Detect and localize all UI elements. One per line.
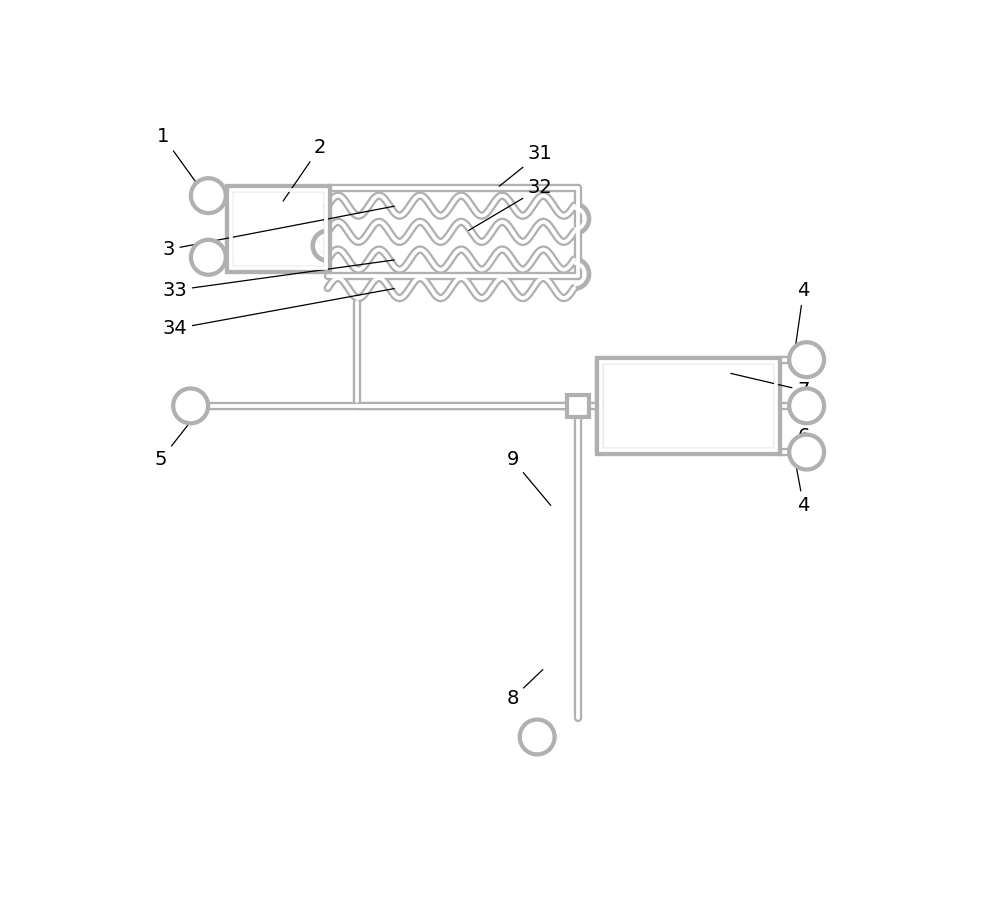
Text: 4: 4 bbox=[794, 455, 810, 515]
Circle shape bbox=[788, 341, 826, 378]
Circle shape bbox=[792, 391, 821, 421]
Circle shape bbox=[792, 345, 821, 374]
Text: 31: 31 bbox=[499, 144, 553, 186]
Text: 3: 3 bbox=[162, 206, 394, 259]
Bar bbox=[567, 395, 589, 416]
Circle shape bbox=[788, 387, 826, 424]
Circle shape bbox=[194, 181, 223, 210]
Bar bbox=[599, 360, 778, 452]
Circle shape bbox=[792, 438, 821, 467]
Text: 33: 33 bbox=[162, 260, 394, 300]
Text: 8: 8 bbox=[506, 670, 543, 708]
Circle shape bbox=[176, 391, 205, 421]
Text: 1: 1 bbox=[157, 127, 203, 191]
Text: 2: 2 bbox=[283, 138, 326, 201]
Circle shape bbox=[194, 243, 223, 271]
Bar bbox=[601, 361, 776, 450]
Circle shape bbox=[189, 238, 227, 276]
Text: 34: 34 bbox=[162, 289, 394, 338]
Text: 6: 6 bbox=[794, 408, 810, 446]
Circle shape bbox=[788, 433, 826, 471]
Circle shape bbox=[172, 387, 210, 424]
Text: 9: 9 bbox=[506, 450, 551, 505]
Text: 7: 7 bbox=[731, 373, 810, 400]
Text: 32: 32 bbox=[469, 179, 553, 230]
Text: 4: 4 bbox=[794, 280, 810, 357]
Circle shape bbox=[523, 722, 552, 752]
Bar bbox=[229, 188, 328, 271]
Bar bbox=[231, 190, 326, 269]
Text: 5: 5 bbox=[154, 408, 201, 469]
Circle shape bbox=[189, 177, 227, 215]
Circle shape bbox=[518, 718, 556, 756]
